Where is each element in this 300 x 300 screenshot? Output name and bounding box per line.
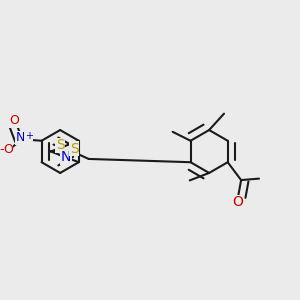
- Text: S: S: [70, 142, 79, 155]
- Text: N: N: [61, 151, 71, 164]
- Text: O: O: [9, 114, 19, 127]
- Text: O: O: [233, 195, 244, 209]
- Text: N: N: [16, 131, 26, 144]
- Text: -: -: [0, 142, 4, 156]
- Text: +: +: [25, 131, 33, 141]
- Text: S: S: [56, 139, 64, 152]
- Text: O: O: [3, 143, 13, 156]
